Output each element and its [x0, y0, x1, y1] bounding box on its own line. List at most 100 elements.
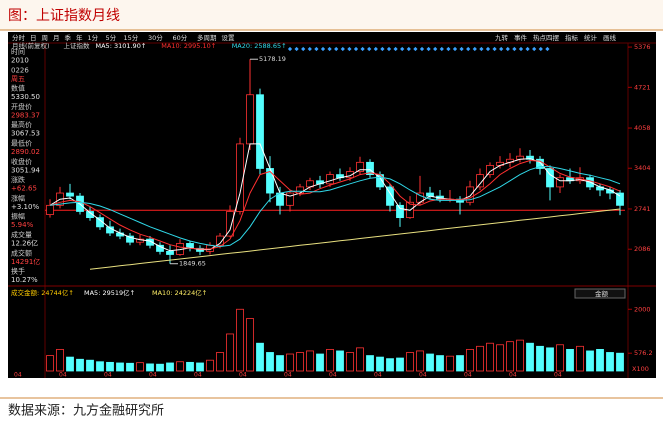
info-label: 0226: [11, 66, 29, 74]
volume-bar: [406, 352, 414, 372]
info-label: 最低价: [11, 139, 32, 148]
toolbar-button[interactable]: 月: [53, 34, 60, 42]
toolbar-button[interactable]: 周: [42, 34, 49, 42]
toolbar-button[interactable]: 热点四摆: [533, 33, 560, 42]
candle-body: [356, 161, 364, 172]
selector-text: 金额: [595, 289, 609, 298]
volume-bar: [236, 308, 244, 372]
volume-bar: [446, 355, 454, 372]
toolbar-button[interactable]: 60分: [173, 33, 188, 42]
candle-body: [256, 94, 264, 169]
volume-bar: [316, 353, 324, 372]
toolbar-button[interactable]: 分时: [12, 33, 26, 42]
info-label: 最高价: [11, 120, 32, 129]
candle-body: [476, 174, 484, 188]
toolbar-button[interactable]: 设置: [222, 33, 236, 42]
volume-bar: [586, 350, 594, 372]
info-label: 成交额: [11, 248, 32, 257]
candle-body: [486, 165, 494, 176]
toolbar-button[interactable]: 统计: [584, 33, 598, 42]
y-tick-label: 4058: [634, 124, 651, 132]
volume-bar: [596, 348, 604, 372]
volume-bar: [206, 359, 214, 372]
volume-bar: [66, 356, 74, 372]
volume-bar: [366, 355, 374, 372]
toolbar-button[interactable]: 事件: [514, 33, 528, 42]
candle-body: [616, 192, 624, 206]
volume-bar: [516, 339, 524, 372]
toolbar-button[interactable]: 15分: [124, 33, 139, 42]
volume-bar: [396, 357, 404, 372]
volume-bar: [106, 361, 114, 372]
chart-bg: [8, 32, 656, 378]
y-tick-label: 576.2: [634, 349, 653, 357]
candle-body: [226, 211, 234, 237]
y-tick-label: 2086: [634, 245, 651, 253]
volume-bar: [336, 350, 344, 372]
candle-body: [366, 161, 374, 176]
volume-bar: [96, 361, 104, 372]
x-tick-label: 04: [59, 372, 67, 379]
x-tick-label: 04: [329, 372, 337, 379]
info-label: 换手: [11, 267, 25, 276]
legend-item: MA20: 2588.65↑: [232, 42, 287, 50]
toolbar-button[interactable]: 季: [65, 33, 72, 42]
ma-line: [49, 166, 621, 248]
x-tick-label: 04: [104, 372, 112, 379]
info-value: 14291亿: [11, 257, 40, 266]
candle-body: [166, 251, 174, 255]
info-value: 3051.94: [11, 166, 40, 174]
volume-bar: [326, 348, 334, 372]
header-bg: [0, 0, 663, 30]
x-tick-label: 04: [14, 372, 22, 379]
x-tick-label: 04: [554, 372, 562, 379]
info-value: 12.26亿: [11, 239, 38, 248]
toolbar-button[interactable]: 5分: [106, 33, 117, 42]
volume-bar: [86, 359, 94, 372]
volume-bar: [216, 352, 224, 372]
toolbar-button[interactable]: 日: [30, 34, 37, 42]
candle-body: [66, 192, 74, 197]
legend-item: MA5: 3101.90↑: [96, 42, 147, 50]
toolbar-button[interactable]: 1分: [88, 33, 99, 42]
info-label: 开盘价: [11, 102, 32, 111]
toolbar-button[interactable]: 年: [76, 33, 83, 42]
toolbar-button[interactable]: 画线: [603, 33, 617, 42]
volume-bar: [156, 363, 164, 372]
selector-box[interactable]: [574, 288, 626, 299]
legend-item: MA10: 24224亿↑: [152, 288, 207, 297]
info-value: 5.94%: [11, 221, 34, 229]
volume-bar: [476, 345, 484, 372]
info-value: +62.65: [11, 185, 37, 193]
legend-text: 月线(前复权): [12, 41, 50, 50]
info-label: 数值: [11, 84, 25, 93]
toolbar-button[interactable]: 九转: [495, 33, 509, 42]
y-tick-label: 4721: [634, 83, 651, 91]
volume-bar: [606, 352, 614, 372]
candle-body: [126, 235, 134, 243]
info-value: 2890.02: [11, 148, 40, 156]
volume-bar: [566, 348, 574, 372]
volume-bar: [136, 362, 144, 372]
unit-label: X100: [632, 365, 649, 373]
volume-bar: [456, 355, 464, 372]
info-value: +3.10%: [11, 203, 39, 211]
toolbar-button[interactable]: 多周期: [197, 33, 217, 42]
volume-bar: [356, 347, 364, 372]
toolbar-button[interactable]: 指标: [565, 33, 579, 42]
volume-bar: [506, 341, 514, 372]
volume-bar: [76, 358, 84, 372]
toolbar-button[interactable]: 30分: [148, 33, 163, 42]
legend-item: 成交金额: 24744亿↑: [11, 288, 74, 297]
info-label: 收盘价: [11, 157, 32, 166]
volume-bar: [126, 362, 134, 372]
volume-bar: [486, 342, 494, 372]
y-tick-label: 2000: [634, 305, 651, 313]
volume-bar: [306, 350, 314, 372]
info-value: 3067.53: [11, 130, 40, 138]
annotation: 5178.19: [259, 55, 286, 63]
volume-bar: [536, 345, 544, 372]
volume-bar: [276, 355, 284, 372]
candle-body: [96, 217, 104, 228]
